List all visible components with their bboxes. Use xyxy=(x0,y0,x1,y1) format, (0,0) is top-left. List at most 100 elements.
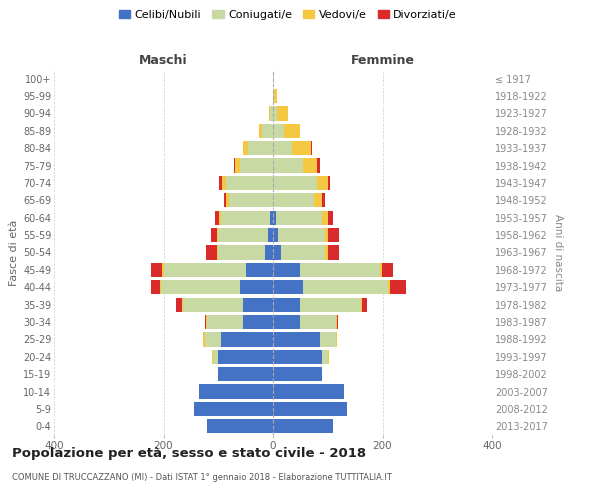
Bar xyxy=(273,193,314,208)
Bar xyxy=(208,419,273,434)
Bar xyxy=(336,315,337,329)
Bar xyxy=(311,141,313,156)
Bar xyxy=(222,176,226,190)
Text: Maschi: Maschi xyxy=(139,54,188,68)
Bar xyxy=(163,263,245,277)
Bar xyxy=(199,384,273,398)
Bar xyxy=(248,141,273,156)
Bar xyxy=(328,350,329,364)
Bar xyxy=(235,158,240,172)
Bar xyxy=(389,280,406,294)
Bar xyxy=(151,280,160,294)
Bar xyxy=(229,193,273,208)
Bar xyxy=(217,228,218,242)
Bar xyxy=(301,298,361,312)
Y-axis label: Anni di nascita: Anni di nascita xyxy=(553,214,563,291)
Bar xyxy=(317,158,320,172)
Bar xyxy=(160,280,161,294)
Bar xyxy=(208,315,243,329)
Bar xyxy=(226,193,229,208)
Text: Popolazione per età, sesso e stato civile - 2018: Popolazione per età, sesso e stato civil… xyxy=(12,448,366,460)
Bar xyxy=(382,263,393,277)
Bar xyxy=(273,124,284,138)
Bar xyxy=(273,350,322,364)
Bar xyxy=(205,315,206,329)
Bar xyxy=(322,210,328,225)
Bar xyxy=(245,263,273,277)
Bar xyxy=(284,124,301,138)
Bar xyxy=(220,210,221,225)
Bar xyxy=(259,124,262,138)
Bar xyxy=(273,246,281,260)
Bar xyxy=(212,350,213,364)
Bar xyxy=(273,106,277,120)
Bar xyxy=(328,228,338,242)
Bar xyxy=(273,89,274,103)
Bar xyxy=(182,298,243,312)
Bar xyxy=(380,263,382,277)
Bar xyxy=(273,228,278,242)
Bar xyxy=(273,384,344,398)
Bar xyxy=(317,176,328,190)
Bar xyxy=(240,158,273,172)
Bar xyxy=(303,158,317,172)
Bar xyxy=(273,298,301,312)
Bar xyxy=(273,402,347,416)
Bar xyxy=(273,419,333,434)
Bar xyxy=(303,280,388,294)
Bar xyxy=(243,141,248,156)
Bar xyxy=(217,246,218,260)
Bar xyxy=(273,367,322,382)
Bar xyxy=(233,158,235,172)
Bar xyxy=(361,298,362,312)
Bar xyxy=(273,332,320,346)
Bar xyxy=(362,298,367,312)
Bar xyxy=(278,228,325,242)
Bar xyxy=(273,315,301,329)
Bar xyxy=(226,176,273,190)
Bar xyxy=(270,106,273,120)
Bar xyxy=(322,193,325,208)
Text: Femmine: Femmine xyxy=(350,54,415,68)
Y-axis label: Fasce di età: Fasce di età xyxy=(8,220,19,286)
Bar xyxy=(388,280,389,294)
Bar xyxy=(221,210,270,225)
Bar xyxy=(328,246,338,260)
Bar xyxy=(205,332,221,346)
Bar xyxy=(240,280,273,294)
Legend: Celibi/Nubili, Coniugati/e, Vedovi/e, Divorziati/e: Celibi/Nubili, Coniugati/e, Vedovi/e, Di… xyxy=(115,6,461,25)
Bar xyxy=(218,246,265,260)
Bar xyxy=(268,228,273,242)
Bar xyxy=(243,298,273,312)
Bar xyxy=(325,246,328,260)
Bar xyxy=(292,141,311,156)
Bar xyxy=(301,315,336,329)
Bar xyxy=(151,263,163,277)
Bar xyxy=(277,106,289,120)
Bar xyxy=(211,228,217,242)
Bar xyxy=(270,210,273,225)
Bar xyxy=(336,332,337,346)
Bar xyxy=(221,332,273,346)
Bar xyxy=(273,263,301,277)
Bar xyxy=(337,315,338,329)
Bar xyxy=(215,210,220,225)
Bar xyxy=(218,350,273,364)
Bar xyxy=(203,332,205,346)
Bar xyxy=(213,350,218,364)
Bar xyxy=(273,158,303,172)
Bar xyxy=(273,141,292,156)
Bar xyxy=(262,124,273,138)
Bar xyxy=(269,106,270,120)
Bar xyxy=(320,332,336,346)
Bar xyxy=(274,89,277,103)
Bar xyxy=(273,210,276,225)
Bar xyxy=(206,246,217,260)
Bar xyxy=(276,210,322,225)
Bar xyxy=(328,210,333,225)
Bar xyxy=(281,246,325,260)
Bar xyxy=(161,280,240,294)
Bar xyxy=(325,228,328,242)
Bar xyxy=(265,246,273,260)
Bar xyxy=(194,402,273,416)
